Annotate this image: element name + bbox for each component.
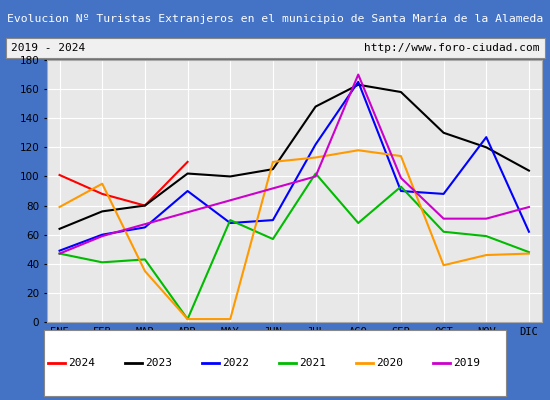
Text: 2024: 2024 xyxy=(68,358,95,368)
Text: 2021: 2021 xyxy=(299,358,326,368)
Text: 2020: 2020 xyxy=(376,358,403,368)
Text: 2022: 2022 xyxy=(222,358,249,368)
Text: 2019 - 2024: 2019 - 2024 xyxy=(11,43,85,53)
Text: 2023: 2023 xyxy=(145,358,172,368)
Text: Evolucion Nº Turistas Extranjeros en el municipio de Santa María de la Alameda: Evolucion Nº Turistas Extranjeros en el … xyxy=(7,14,543,24)
Text: 2019: 2019 xyxy=(453,358,480,368)
Text: http://www.foro-ciudad.com: http://www.foro-ciudad.com xyxy=(364,43,539,53)
